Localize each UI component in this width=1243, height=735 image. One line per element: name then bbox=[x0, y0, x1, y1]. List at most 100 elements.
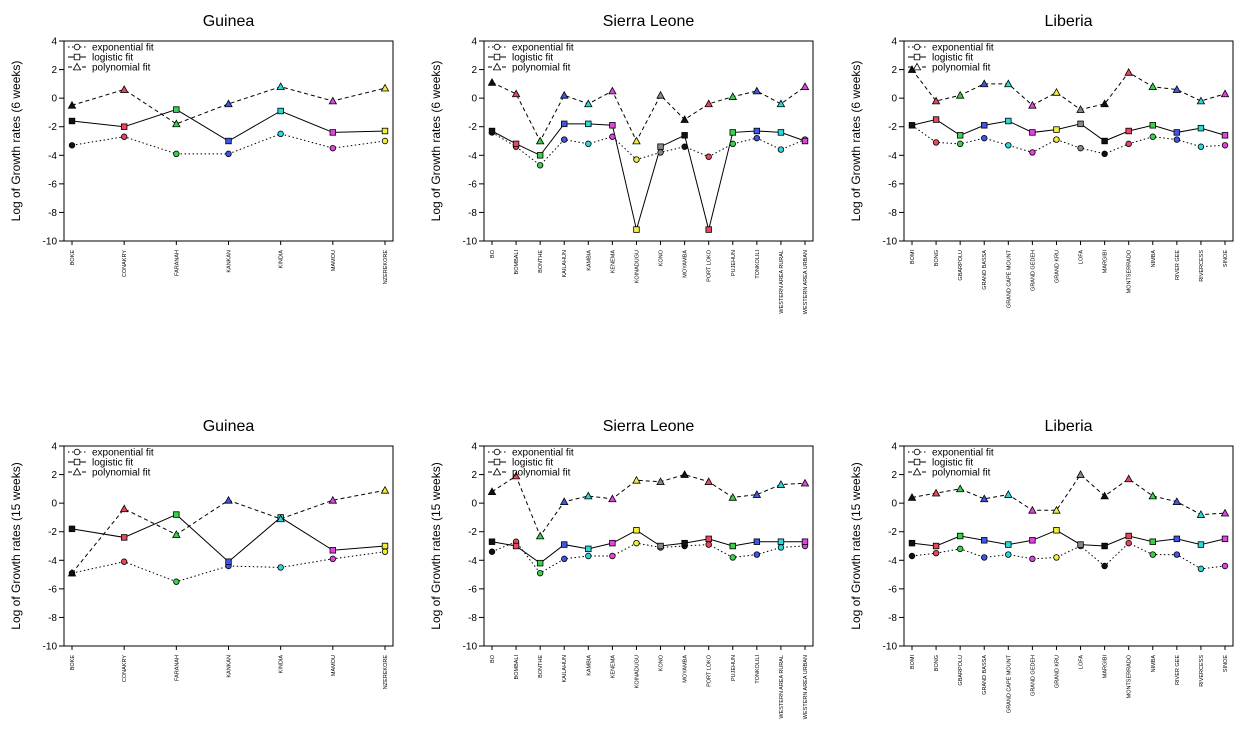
x-tick-label: MOYAMBA bbox=[683, 655, 689, 683]
data-point bbox=[729, 140, 736, 148]
data-point bbox=[955, 90, 965, 99]
y-tick-label: 0 bbox=[891, 499, 897, 510]
data-point bbox=[1101, 562, 1108, 570]
legend-label: logistic fit bbox=[932, 458, 973, 469]
x-tick-label: PORT LOKO bbox=[707, 654, 713, 687]
data-point bbox=[511, 89, 521, 98]
y-tick-label: -2 bbox=[888, 527, 897, 538]
legend-marker-2 bbox=[912, 467, 922, 476]
data-point bbox=[609, 552, 616, 560]
data-point bbox=[956, 140, 964, 148]
data-point bbox=[931, 488, 941, 497]
y-tick-label: 0 bbox=[471, 94, 477, 105]
data-point bbox=[173, 578, 180, 585]
data-point bbox=[67, 100, 77, 109]
data-point bbox=[381, 127, 389, 135]
y-tick-label: -8 bbox=[888, 208, 897, 219]
legend-marker-2 bbox=[72, 467, 82, 476]
plot-frame bbox=[483, 445, 814, 647]
legend-label: exponential fit bbox=[92, 448, 154, 459]
y-tick-label: -10 bbox=[43, 642, 58, 653]
data-point bbox=[277, 564, 284, 571]
legend-marker-1 bbox=[493, 53, 501, 61]
y-axis-label: Log of Growth rates (6 weeks) bbox=[9, 61, 23, 222]
x-tick-label: GRAND BASSA bbox=[982, 250, 988, 290]
series-line-1 bbox=[911, 529, 1226, 547]
data-point bbox=[752, 86, 762, 95]
data-point bbox=[561, 136, 568, 143]
data-point bbox=[1221, 535, 1229, 543]
plot-frame bbox=[903, 40, 1234, 242]
y-axis-label: Log of Growth rates (15 weeks) bbox=[849, 462, 863, 629]
x-tick-label: NIMBA bbox=[1151, 250, 1157, 268]
x-tick-label: LOFA bbox=[1079, 250, 1085, 264]
x-tick-label: RIVERCESS bbox=[1199, 655, 1205, 687]
x-tick-label: KONO bbox=[659, 249, 665, 266]
y-tick-label: 0 bbox=[891, 94, 897, 105]
data-point bbox=[633, 527, 640, 534]
chart-panel-1: Sierra Leone 4 2 0 -2 -4 -6 -8 -10 Log of Growth … bbox=[429, 13, 814, 314]
y-axis-label: Log of Growth rates (6 weeks) bbox=[849, 61, 863, 222]
data-point bbox=[1053, 136, 1060, 143]
x-tick-label: CONAKRY bbox=[122, 655, 128, 682]
data-point bbox=[224, 495, 233, 504]
x-tick-label: TONKOLILI bbox=[755, 250, 761, 279]
data-point bbox=[225, 137, 232, 145]
x-tick-label: FARANAH bbox=[174, 655, 180, 681]
data-point bbox=[1005, 117, 1012, 125]
y-tick-label: -4 bbox=[468, 151, 477, 162]
chart-title: Guinea bbox=[203, 418, 255, 435]
data-point bbox=[276, 514, 285, 523]
x-tick-label: KAMBIA bbox=[586, 655, 592, 676]
data-point bbox=[752, 490, 762, 498]
data-point bbox=[609, 539, 616, 547]
data-point bbox=[380, 485, 390, 494]
y-tick-label: -4 bbox=[888, 556, 897, 567]
data-point bbox=[1077, 144, 1084, 152]
chart-panel-2: Liberia 4 2 0 -2 -4 -6 -8 -10 Log of Growth rates… bbox=[849, 13, 1234, 308]
y-tick-label: -6 bbox=[48, 179, 57, 190]
y-tick-label: -2 bbox=[888, 122, 897, 133]
data-point bbox=[225, 558, 232, 565]
data-point bbox=[753, 538, 761, 545]
chart-title: Sierra Leone bbox=[603, 13, 695, 30]
data-point bbox=[777, 538, 785, 545]
data-point bbox=[1076, 470, 1085, 478]
data-point bbox=[536, 152, 544, 159]
x-tick-label: SINOE bbox=[1223, 655, 1229, 672]
data-point bbox=[1004, 490, 1013, 498]
x-tick-label: BOMI bbox=[910, 250, 916, 265]
data-point bbox=[729, 554, 736, 561]
data-point bbox=[1149, 551, 1156, 558]
data-point bbox=[931, 96, 941, 105]
data-point bbox=[1173, 136, 1181, 143]
data-point bbox=[633, 226, 640, 233]
data-point bbox=[1052, 505, 1061, 514]
y-tick-label: -4 bbox=[48, 556, 57, 567]
data-point bbox=[1077, 120, 1084, 128]
data-point bbox=[119, 504, 129, 513]
data-point bbox=[328, 96, 338, 105]
plot-frame bbox=[483, 40, 814, 242]
data-point bbox=[1196, 510, 1206, 518]
x-tick-label: WESTERN AREA URBAN bbox=[803, 250, 809, 314]
x-tick-label: GRAND GEDEH bbox=[1030, 655, 1036, 696]
data-point bbox=[753, 127, 761, 135]
x-tick-label: LOFA bbox=[1079, 655, 1085, 669]
data-point bbox=[800, 478, 810, 487]
legend-label: logistic fit bbox=[92, 53, 133, 64]
data-point bbox=[1148, 491, 1158, 500]
data-point bbox=[1172, 497, 1182, 505]
data-point bbox=[1101, 542, 1108, 550]
y-tick-label: 4 bbox=[471, 37, 477, 48]
data-point bbox=[1197, 124, 1205, 132]
legend-label: logistic fit bbox=[92, 458, 133, 469]
data-point bbox=[908, 539, 916, 547]
data-point bbox=[729, 542, 736, 550]
data-point bbox=[608, 86, 617, 95]
data-point bbox=[1052, 88, 1061, 96]
y-tick-label: 0 bbox=[51, 499, 57, 510]
y-tick-label: -10 bbox=[883, 642, 898, 653]
y-tick-label: -6 bbox=[888, 584, 897, 595]
